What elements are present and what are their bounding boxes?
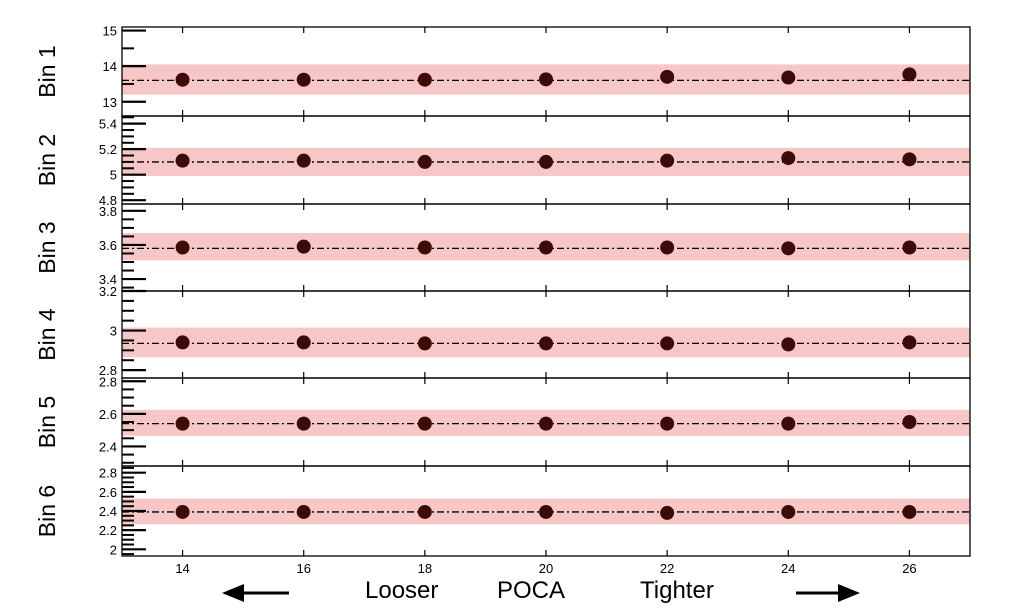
y-tick-label: 3.6 [99,238,117,253]
data-point [539,504,553,519]
data-point [175,72,190,87]
data-point [417,416,432,431]
y-tick-label: 3.8 [99,204,117,219]
y-tick-label: 2.4 [99,439,117,454]
y-tick-label: 2.4 [99,504,117,519]
data-point [902,240,917,255]
data-point [296,72,311,87]
x-tick-label: 24 [781,561,795,576]
y-tick-label: 3.2 [99,284,117,299]
y-tick-label: 3 [110,324,117,339]
y-tick-label: 2.8 [99,374,117,389]
panel-bin-4: 2.8 3 3.2 Bin 4 [34,284,971,379]
bottom-annotation: Looser POCA Tighter [222,577,860,604]
data-point [902,152,917,167]
data-point [660,336,675,351]
tighter-label: Tighter [640,577,714,604]
looser-label: Looser [365,577,438,604]
data-point [660,69,675,84]
data-point [296,239,311,254]
data-point [660,240,675,255]
data-point [902,504,917,519]
data-point [175,335,190,350]
x-tick-label: 22 [660,561,674,576]
panel-bin-3: 3.4 3.6 3.8 Bin 3 [34,203,971,292]
data-point [781,70,796,85]
data-point [539,416,553,431]
data-point [175,504,190,519]
y-tick-label: 2.6 [99,485,117,500]
y-tick-label: 14 [103,59,117,74]
data-point [417,240,432,255]
y-tick-label: 2.8 [99,466,117,481]
data-point [781,416,796,431]
y-tick-label: 5.4 [99,117,117,132]
panel-label: Bin 3 [34,221,60,273]
data-point [539,240,553,255]
panel-label: Bin 6 [34,485,60,537]
panel-label: Bin 4 [34,308,60,361]
panel-bin-5: 2.4 2.6 2.8 Bin 5 [34,374,971,467]
data-point [417,154,432,169]
left-arrow-icon [222,584,244,602]
data-point [660,153,675,168]
data-point [781,337,796,352]
y-tick-label: 13 [103,95,117,110]
panel-label: Bin 1 [34,45,60,97]
data-point [417,72,432,87]
data-point [902,335,917,350]
data-point [781,241,796,256]
y-tick-label: 5.2 [99,142,117,157]
panel-label: Bin 2 [34,134,60,186]
data-point [417,336,432,351]
x-tick-label: 14 [175,561,189,576]
x-tick-label: 18 [418,561,432,576]
y-tick-label: 4.8 [99,193,117,208]
data-point [539,72,553,87]
data-point [296,416,311,431]
data-point [781,504,796,519]
data-point [781,151,796,166]
y-tick-label: 2.2 [99,523,117,538]
data-point [296,504,311,519]
x-axis: 14 16 18 20 22 24 26 [175,561,916,576]
x-tick-label: 16 [296,561,310,576]
y-tick-label: 2.6 [99,407,117,422]
panels: 13 14 15 Bin 1 4.8 5 5.2 5.4 Bin 2 3.4 3.6 3.8 Bin 3… [34,24,971,557]
panel-label: Bin 5 [34,396,60,448]
y-tick-label: 3.4 [99,272,117,287]
y-tick-label: 15 [103,24,117,39]
right-arrow-icon [838,584,860,602]
data-point [660,416,675,431]
data-point [417,504,432,519]
poca-label: POCA [497,577,565,604]
panel-bin-2: 4.8 5 5.2 5.4 Bin 2 [34,115,971,208]
panel-bin-6: 2 2.2 2.4 2.6 2.8 Bin 6 [34,465,971,557]
data-point [539,336,553,351]
data-point [902,67,917,82]
x-tick-label: 20 [539,561,553,576]
data-point [539,154,553,169]
data-point [175,153,190,168]
data-point [902,415,917,429]
data-point [660,505,675,520]
data-point [296,153,311,168]
x-tick-label: 26 [902,561,916,576]
data-point [175,240,190,255]
y-tick-label: 2 [110,542,117,557]
data-point [296,335,311,350]
y-tick-label: 5 [110,168,117,183]
data-point [175,416,190,431]
y-tick-label: 2.8 [99,363,117,378]
panel-bin-1: 13 14 15 Bin 1 [34,24,971,117]
